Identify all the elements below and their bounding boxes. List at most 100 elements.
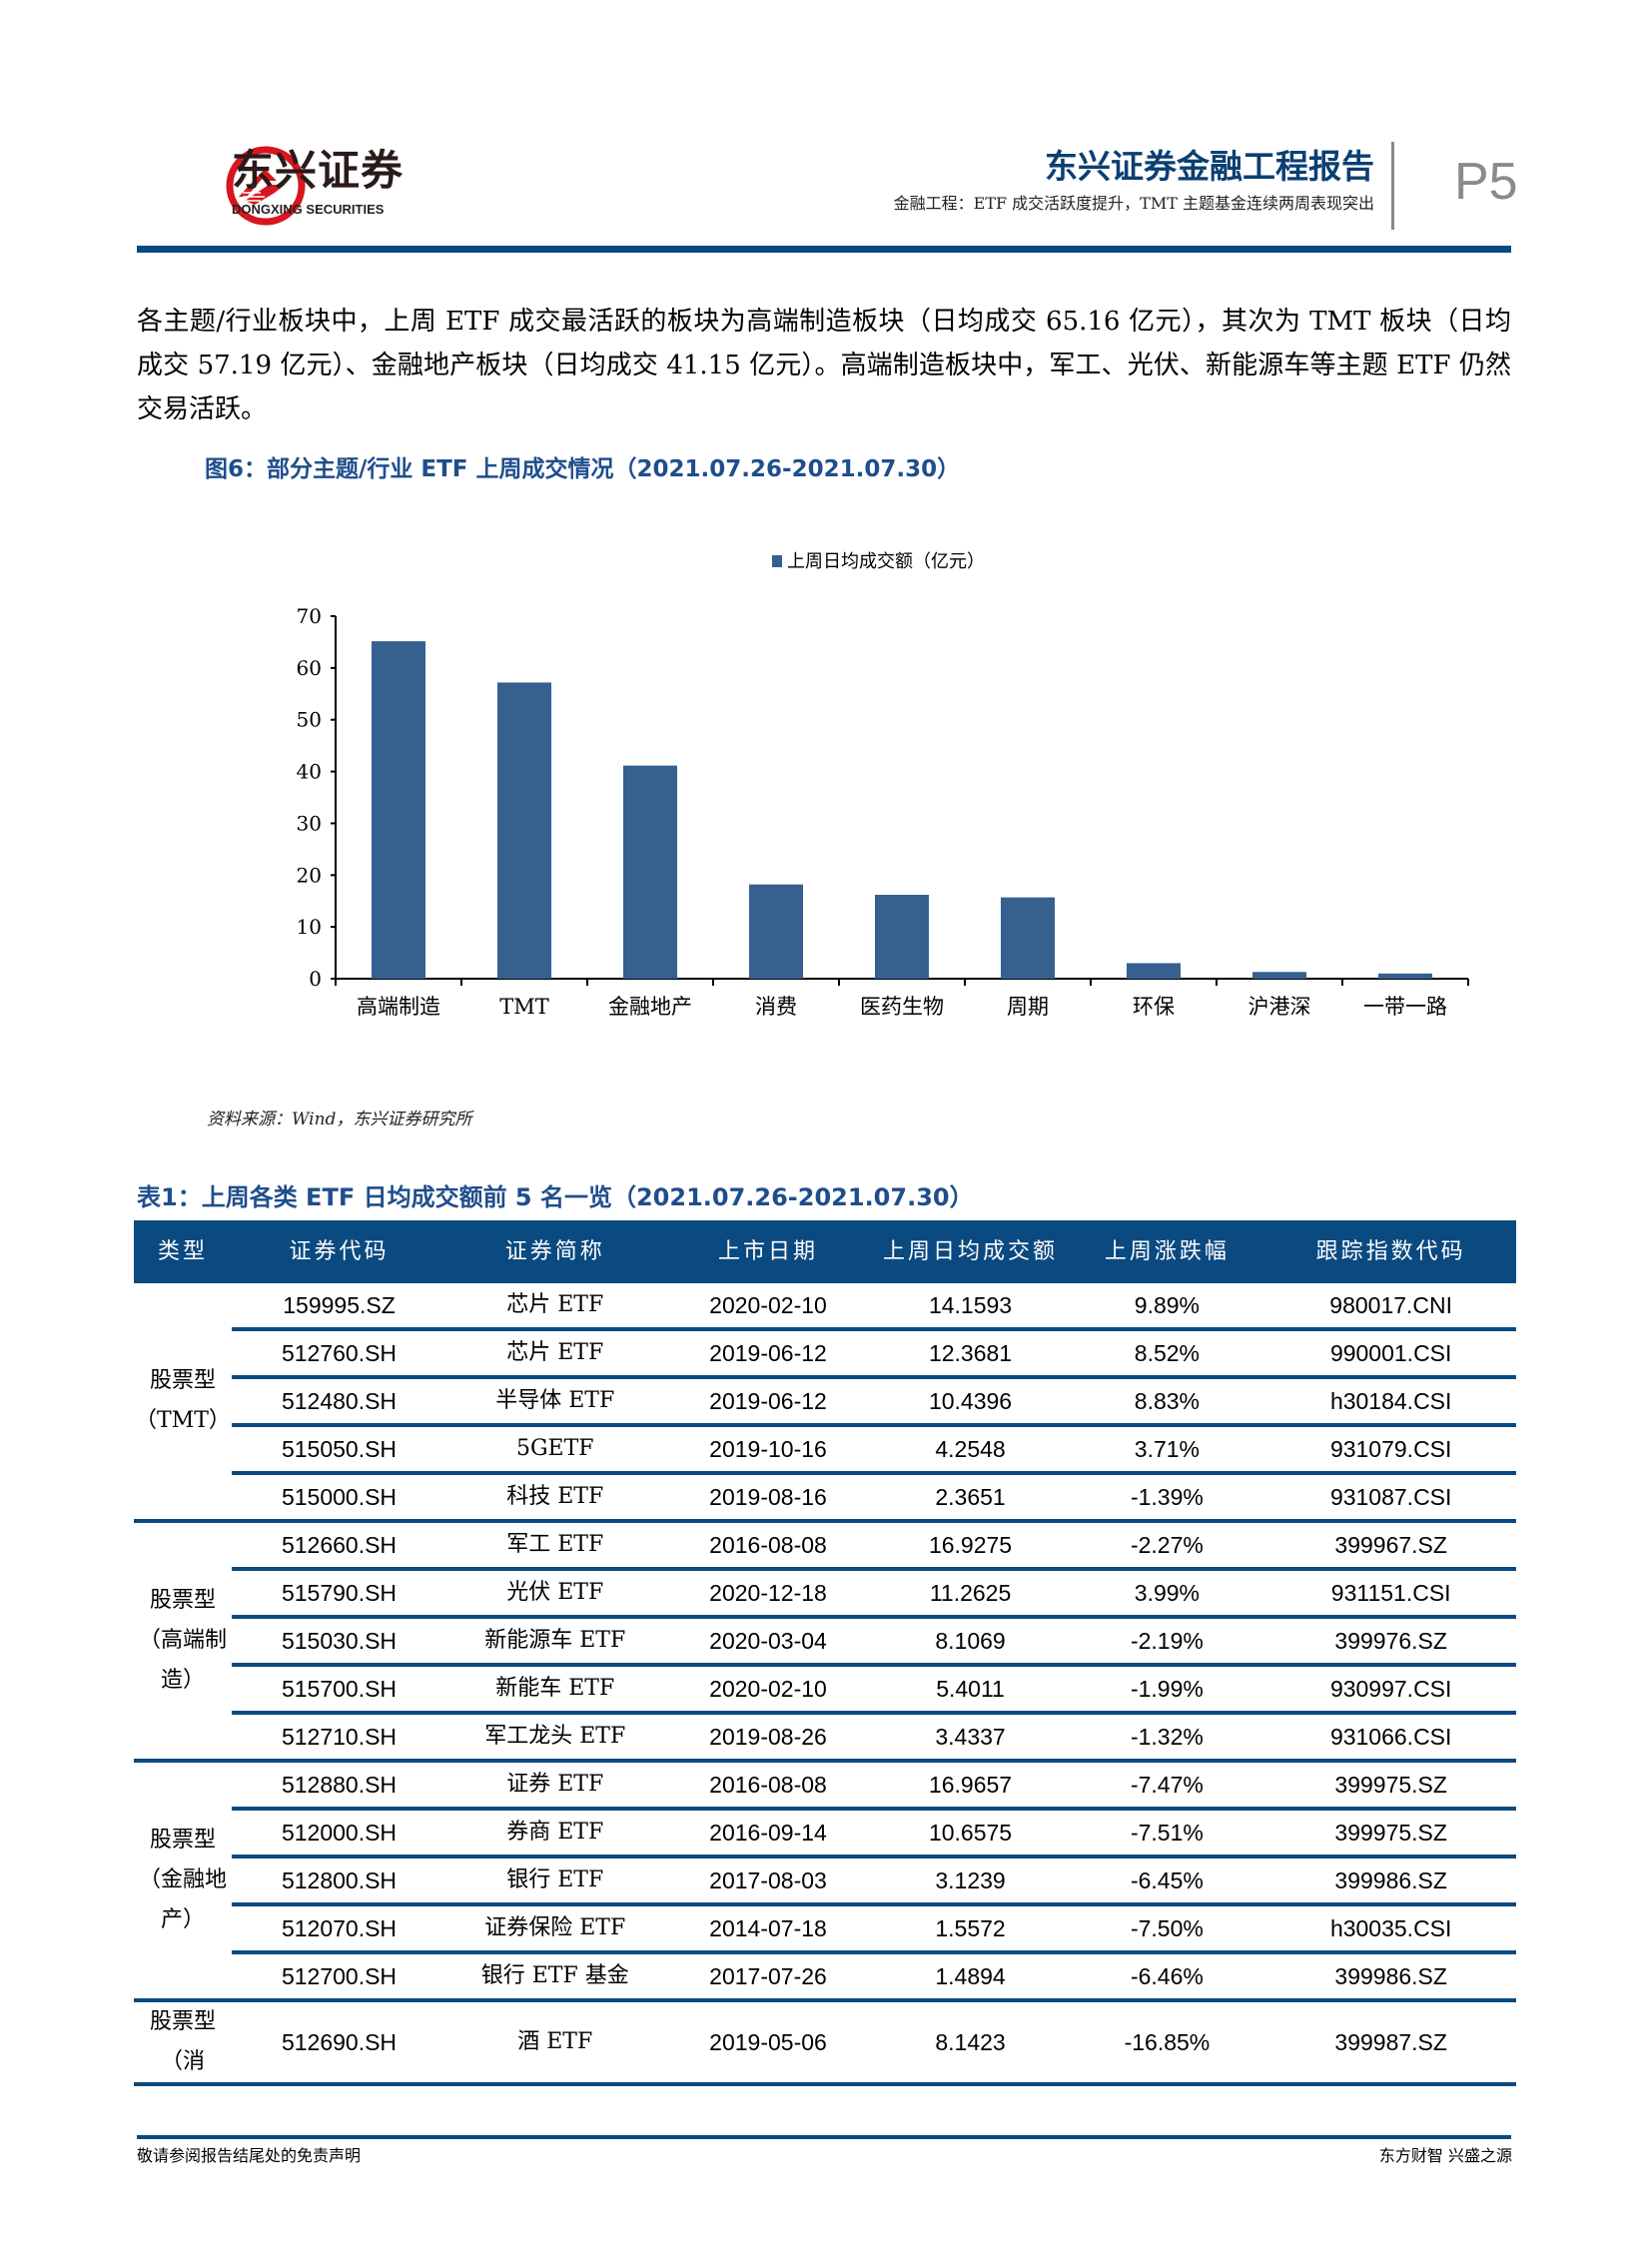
type-label: （TMT） (135, 1408, 231, 1433)
table-cell: 399967.SZ (1265, 1521, 1516, 1571)
table-cell: 399986.SZ (1265, 1857, 1516, 1906)
y-tick-label: 30 (297, 811, 322, 835)
table-cell: 512660.SH (231, 1521, 447, 1571)
table-cell: 515000.SH (231, 1473, 447, 1523)
bar (1378, 973, 1432, 979)
table-row: 515050.SH 5GETF 2019-10-16 4.2548 3.71% 93107… (134, 1425, 1516, 1475)
table-cell: -16.85% (1068, 2000, 1266, 2086)
table-cell: 芯片 ETF (446, 1329, 664, 1379)
table-cell: 10.6575 (872, 1809, 1069, 1859)
type-cell: 股票型 （高端制造） (134, 1521, 232, 1763)
table-cell: 2020-02-10 (663, 1665, 873, 1715)
table-cell: 2016-08-08 (663, 1521, 873, 1571)
table-cell: 931066.CSI (1265, 1713, 1516, 1763)
table-cell: 2019-06-12 (663, 1377, 873, 1427)
table-cell: 11.2625 (872, 1569, 1069, 1619)
table-cell: 2014-07-18 (663, 1904, 873, 1954)
table-cell: 515790.SH (231, 1569, 447, 1619)
table-cell: h30184.CSI (1265, 1377, 1516, 1427)
table-cell: 512690.SH (231, 2000, 447, 2086)
x-tick-label: 周期 (1007, 995, 1049, 1019)
column-header: 上周涨跌幅 (1068, 1220, 1266, 1283)
table-cell: 2019-05-06 (663, 2000, 873, 2086)
table-cell: -1.32% (1068, 1713, 1266, 1763)
table-cell: 515030.SH (231, 1617, 447, 1667)
table-cell: 军工龙头 ETF (446, 1713, 664, 1763)
table-cell: 3.99% (1068, 1569, 1266, 1619)
column-header: 上周日均成交额 (872, 1220, 1069, 1283)
y-tick-label: 40 (297, 760, 322, 784)
table-row: 512800.SH 银行 ETF 2017-08-03 3.1239 -6.45% 399… (134, 1857, 1516, 1906)
table-cell: 2020-02-10 (663, 1283, 873, 1331)
bar (372, 641, 425, 979)
column-header: 证券代码 (231, 1220, 447, 1283)
table-cell: 512880.SH (231, 1761, 447, 1811)
bar (1127, 963, 1181, 979)
footer-rule (137, 2135, 1511, 2139)
table-cell: 5.4011 (872, 1665, 1069, 1715)
table-cell: 酒 ETF (446, 2000, 664, 2086)
column-header: 上市日期 (663, 1220, 873, 1283)
table-cell: -7.50% (1068, 1904, 1266, 1954)
table-cell: 3.1239 (872, 1857, 1069, 1906)
type-label: 股票型 (149, 1368, 216, 1393)
x-tick-label: TMT (499, 995, 549, 1019)
y-tick-label: 20 (297, 863, 322, 887)
table-cell: 1.4894 (872, 1952, 1069, 2002)
table-cell: 科技 ETF (446, 1473, 664, 1523)
table-cell: 军工 ETF (446, 1521, 664, 1571)
table-row: 股票型 （TMT） 159995.SZ 芯片 ETF 2020-02-10 14.1593… (134, 1283, 1516, 1523)
table-cell: -1.39% (1068, 1473, 1266, 1523)
table-cell: 512760.SH (231, 1329, 447, 1379)
table-row: 515790.SH 光伏 ETF 2020-12-18 11.2625 3.99% 931… (134, 1569, 1516, 1619)
table-cell: 3.71% (1068, 1425, 1266, 1475)
table-row: 512710.SH 军工龙头 ETF 2019-08-26 3.4337 -1.32% 9… (134, 1713, 1516, 1763)
report-subtitle: 金融工程：ETF 成交活跃度提升，TMT 主题基金连续两周表现突出 (893, 194, 1374, 213)
table-row: 512760.SH 芯片 ETF 2019-06-12 12.3681 8.52% 990… (134, 1329, 1516, 1379)
table-cell: 12.3681 (872, 1329, 1069, 1379)
column-header: 证券简称 (446, 1220, 664, 1283)
table-cell: 980017.CNI (1265, 1283, 1516, 1331)
table-cell: 990001.CSI (1265, 1329, 1516, 1379)
table-cell: 399975.SZ (1265, 1809, 1516, 1859)
table-cell: 399975.SZ (1265, 1761, 1516, 1811)
bar (875, 894, 929, 979)
table-cell: 2016-08-08 (663, 1761, 873, 1811)
table-cell: 14.1593 (872, 1283, 1069, 1331)
table-cell: 931079.CSI (1265, 1425, 1516, 1475)
x-tick-label: 高端制造 (357, 995, 440, 1019)
type-label: （金融地产） (138, 1868, 227, 1932)
table-cell: 159995.SZ (231, 1283, 447, 1331)
table-cell: 3.4337 (872, 1713, 1069, 1763)
header-rule (137, 246, 1511, 253)
table-title: 表1：上周各类 ETF 日均成交额前 5 名一览（2021.07.26-2021… (137, 1183, 974, 1211)
type-label: 股票型 (149, 1588, 216, 1613)
table-cell: 银行 ETF 基金 (446, 1952, 664, 2002)
table-cell: 2017-08-03 (663, 1857, 873, 1906)
table-cell: -7.47% (1068, 1761, 1266, 1811)
table-cell: 512710.SH (231, 1713, 447, 1763)
x-tick-label: 医药生物 (860, 995, 944, 1019)
etf-table: 类型 证券代码 证券简称 上市日期 上周日均成交额 上周涨跌幅 跟踪指数代码 股票型 （TMT… (134, 1220, 1516, 2086)
table-row: 512070.SH 证券保险 ETF 2014-07-18 1.5572 -7.50% h… (134, 1904, 1516, 1954)
bar (497, 682, 551, 979)
table-cell: 5GETF (446, 1425, 664, 1475)
table-row: 股票型（消 512690.SH 酒 ETF 2019-05-06 8.1423 -16.8… (134, 2000, 1516, 2086)
table-cell: 证券保险 ETF (446, 1904, 664, 1954)
table-cell: 512070.SH (231, 1904, 447, 1954)
footer-slogan: 东方财智 兴盛之源 (1378, 2146, 1512, 2165)
table-cell: 16.9657 (872, 1761, 1069, 1811)
table-cell: -7.51% (1068, 1809, 1266, 1859)
table-cell: 券商 ETF (446, 1809, 664, 1859)
table-row: 515030.SH 新能源车 ETF 2020-03-04 8.1069 -2.19% 3… (134, 1617, 1516, 1667)
page-number: P5 (1454, 153, 1518, 211)
table-cell: -2.19% (1068, 1617, 1266, 1667)
table-row: 股票型 （金融地产） 512880.SH 证券 ETF 2016-08-08 16.965… (134, 1761, 1516, 2002)
table-cell: 2017-07-26 (663, 1952, 873, 2002)
table-cell: 银行 ETF (446, 1857, 664, 1906)
bar (1252, 972, 1306, 979)
y-tick-label: 10 (297, 915, 322, 939)
type-label: （高端制造） (138, 1628, 227, 1693)
table-row: 512480.SH 半导体 ETF 2019-06-12 10.4396 8.83% h3… (134, 1377, 1516, 1427)
figure-source: 资料来源：Wind，东兴证券研究所 (207, 1110, 472, 1129)
